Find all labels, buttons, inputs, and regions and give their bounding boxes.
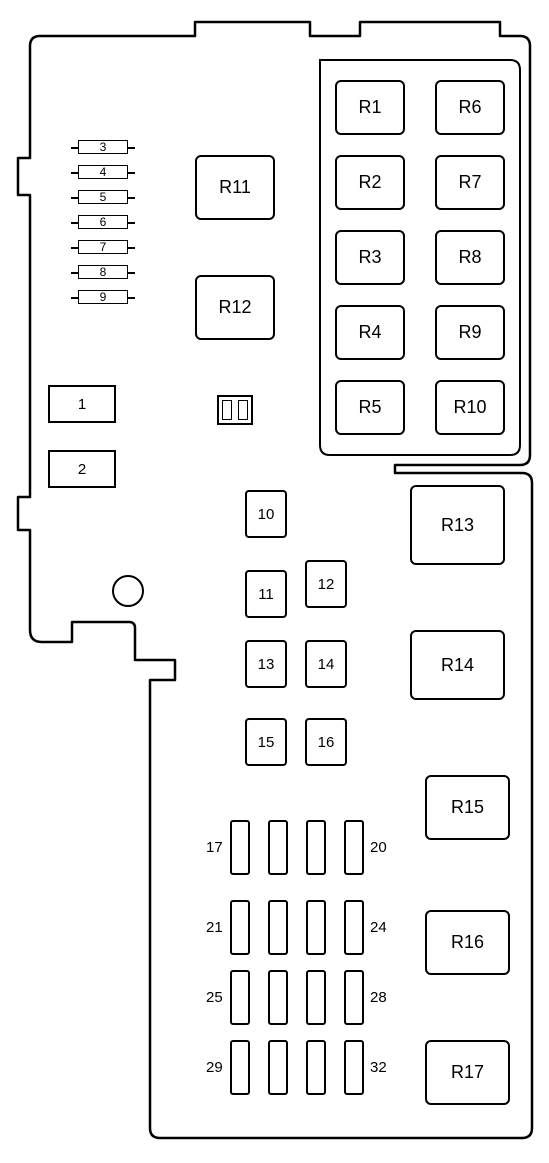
relay-R6: R6 (435, 80, 505, 135)
fuse-slot (268, 1040, 288, 1095)
fuse-slot (268, 820, 288, 875)
relay-R5: R5 (335, 380, 405, 435)
relay-R2: R2 (335, 155, 405, 210)
fuse-slot (306, 900, 326, 955)
fuse-slot (344, 1040, 364, 1095)
fuse-13: 13 (245, 640, 287, 688)
mounting-hole (112, 575, 144, 607)
relay-R13: R13 (410, 485, 505, 565)
fuse-15: 15 (245, 718, 287, 766)
relay-R15: R15 (425, 775, 510, 840)
fuse-slot (230, 1040, 250, 1095)
fuse-slot (344, 970, 364, 1025)
fuse-8: 8 (78, 265, 128, 279)
mini-fuse-pair (217, 395, 253, 425)
relay-R17: R17 (425, 1040, 510, 1105)
fuse-slot (306, 820, 326, 875)
fuse-slot (230, 820, 250, 875)
relay-R7: R7 (435, 155, 505, 210)
fuse-label-28: 28 (370, 989, 387, 1006)
fuse-14: 14 (305, 640, 347, 688)
fuse-11: 11 (245, 570, 287, 618)
relay-R11: R11 (195, 155, 275, 220)
relay-R4: R4 (335, 305, 405, 360)
fuse-slot (230, 970, 250, 1025)
fuse-9: 9 (78, 290, 128, 304)
relay-R9: R9 (435, 305, 505, 360)
relay-R8: R8 (435, 230, 505, 285)
fuse-slot (230, 900, 250, 955)
fuse-6: 6 (78, 215, 128, 229)
relay-R10: R10 (435, 380, 505, 435)
fuse-1: 1 (48, 385, 116, 423)
relay-R12: R12 (195, 275, 275, 340)
relay-R16: R16 (425, 910, 510, 975)
fuse-7: 7 (78, 240, 128, 254)
fuse-label-20: 20 (370, 839, 387, 856)
relay-R14: R14 (410, 630, 505, 700)
fuse-label-25: 25 (206, 989, 223, 1006)
fuse-slot (268, 900, 288, 955)
fuse-3: 3 (78, 140, 128, 154)
fuse-label-29: 29 (206, 1059, 223, 1076)
fuse-slot (344, 820, 364, 875)
fuse-slot (306, 970, 326, 1025)
fuse-10: 10 (245, 490, 287, 538)
fuse-slot (306, 1040, 326, 1095)
fuse-label-24: 24 (370, 919, 387, 936)
relay-R3: R3 (335, 230, 405, 285)
fuse-4: 4 (78, 165, 128, 179)
fuse-slot (268, 970, 288, 1025)
fuse-12: 12 (305, 560, 347, 608)
fuse-5: 5 (78, 190, 128, 204)
fuse-label-32: 32 (370, 1059, 387, 1076)
fuse-label-17: 17 (206, 839, 223, 856)
fuse-slot (344, 900, 364, 955)
fuse-label-21: 21 (206, 919, 223, 936)
fuse-2: 2 (48, 450, 116, 488)
relay-R1: R1 (335, 80, 405, 135)
fuse-16: 16 (305, 718, 347, 766)
fuse-box-diagram: R1 R2 R3 R4 R5 R6 R7 R8 R9 R10 R11 R12 R13 R14 R15 R16 R… (0, 0, 549, 1163)
